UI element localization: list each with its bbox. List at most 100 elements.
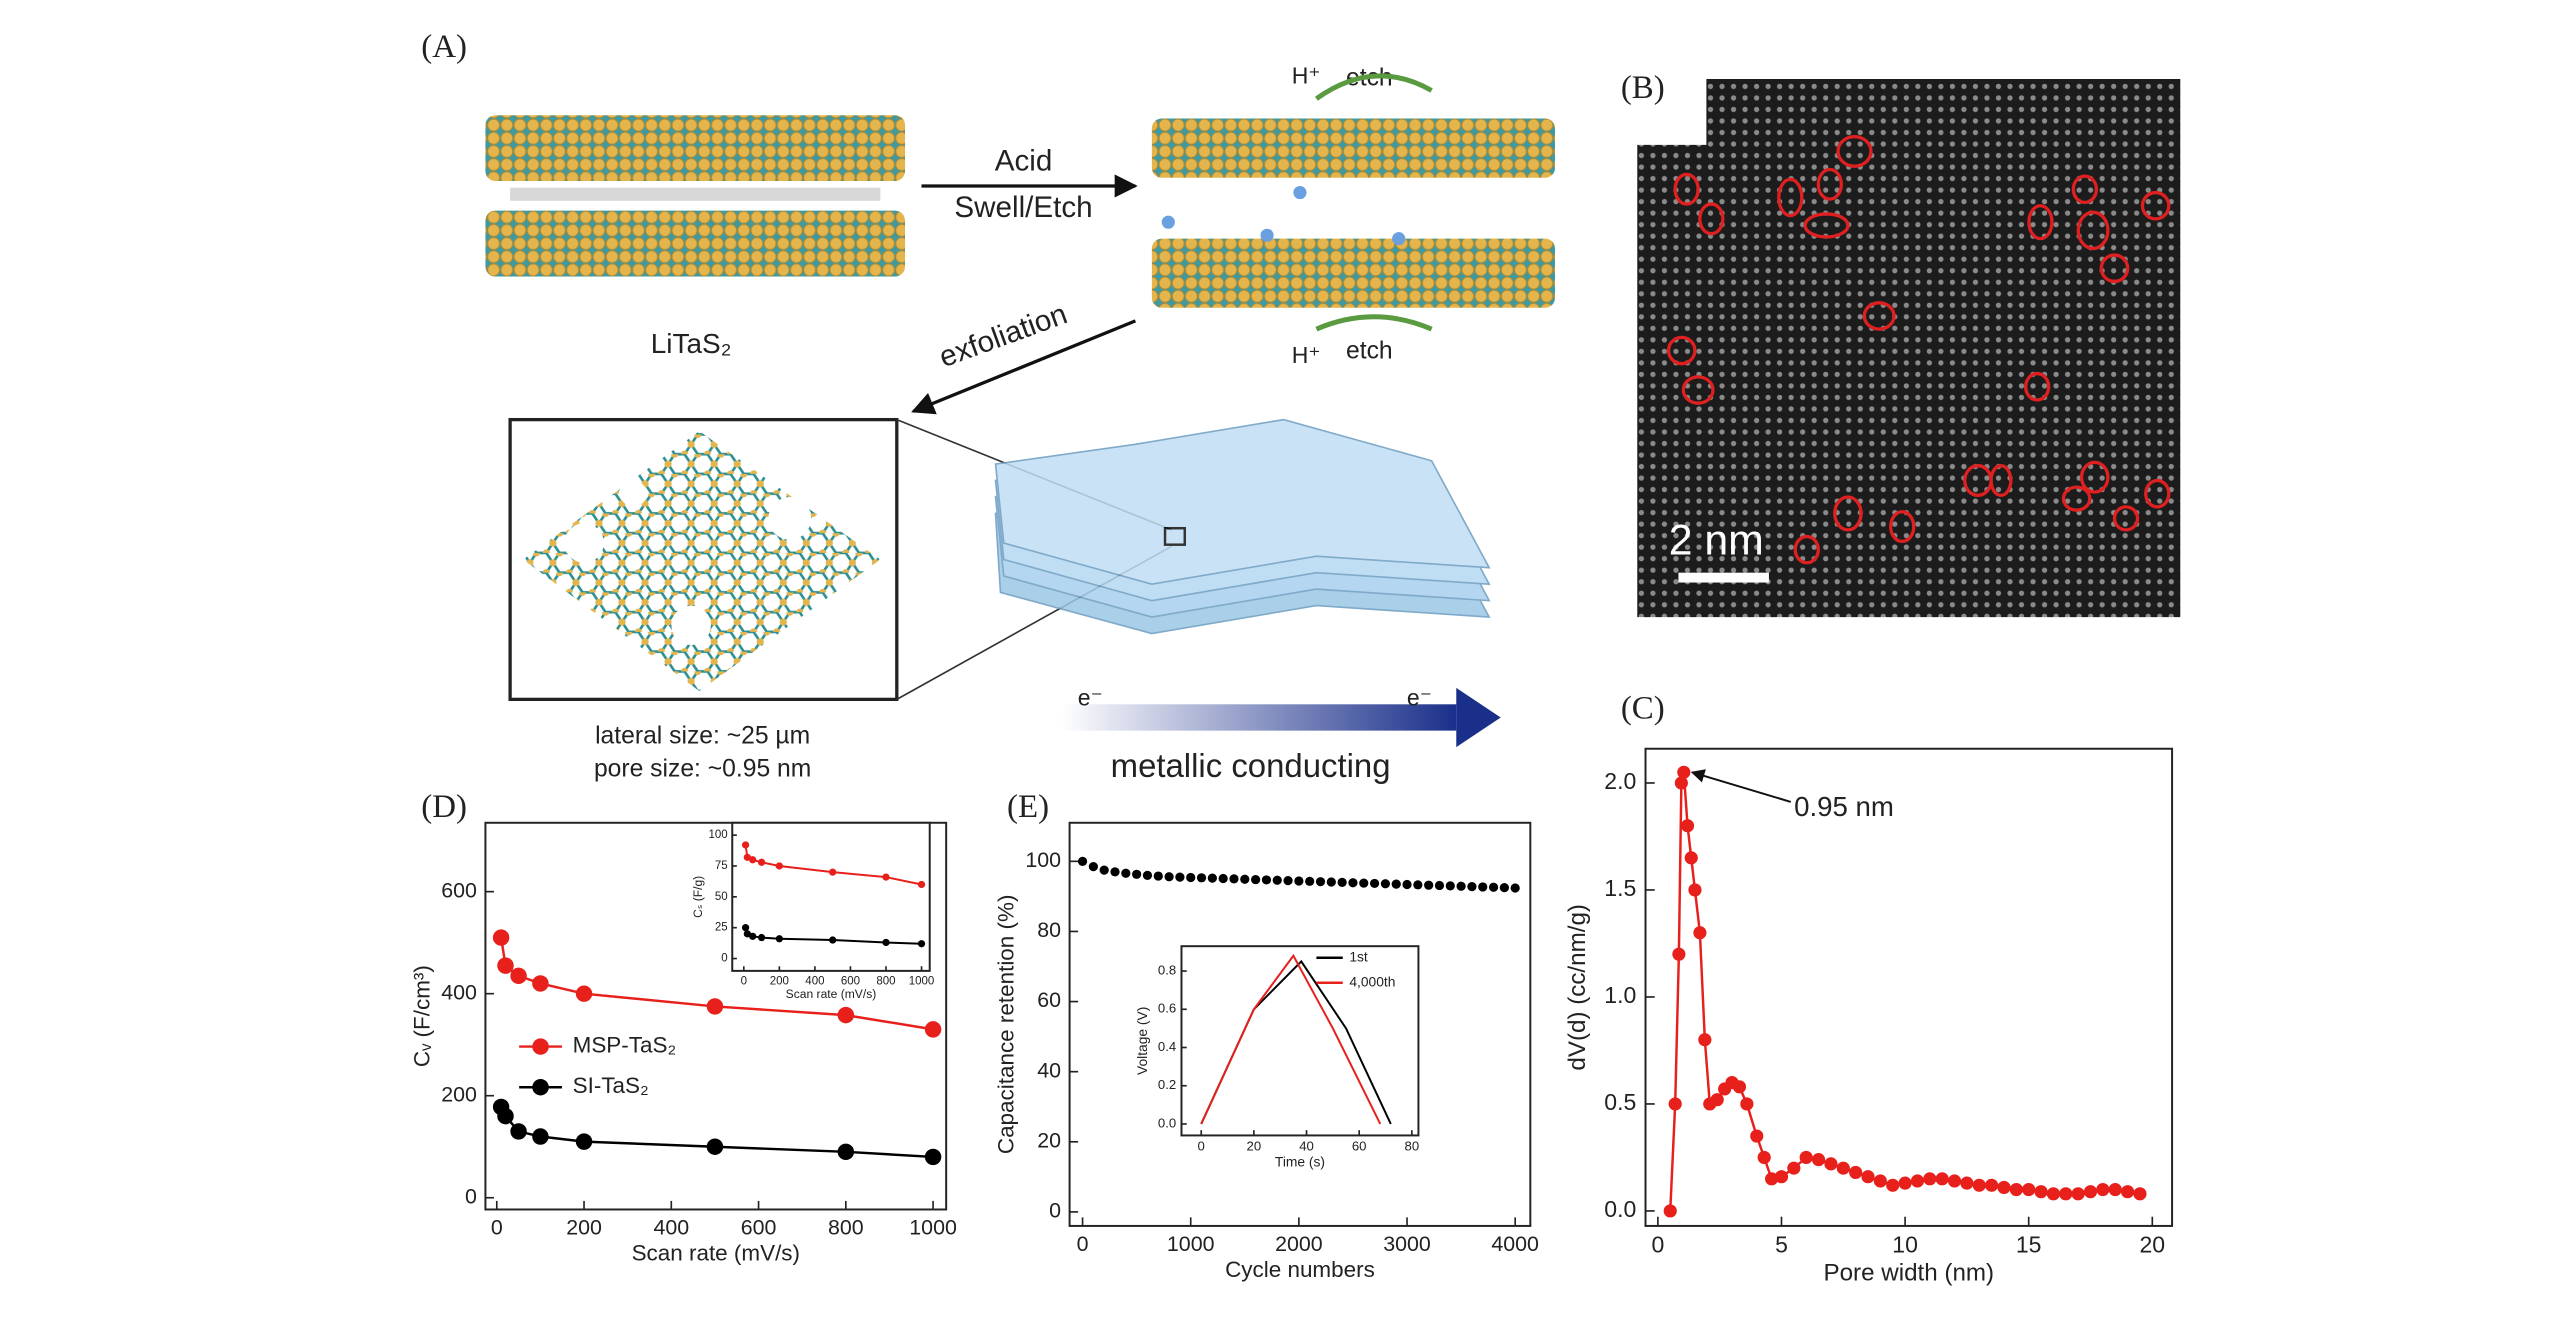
data-point: [1175, 872, 1185, 882]
data-point: [492, 929, 510, 946]
x-tick-label: 40: [1299, 1139, 1314, 1154]
data-point: [2022, 1182, 2036, 1197]
data-point: [1997, 1180, 2011, 1194]
x-tick-label: 800: [828, 1215, 864, 1239]
data-point: [924, 1148, 942, 1166]
x-tick-label: 80: [1405, 1139, 1420, 1154]
data-point: [2059, 1187, 2073, 1201]
data-point: [1774, 1170, 1789, 1184]
data-point: [741, 841, 750, 849]
data-point: [749, 856, 757, 864]
data-point: [1099, 865, 1109, 875]
data-point: [829, 868, 837, 876]
data-point: [1972, 1178, 1986, 1192]
data-point: [1369, 878, 1380, 889]
data-point: [1207, 873, 1217, 883]
y-tick-label: 0.8: [1158, 963, 1176, 978]
data-point: [917, 940, 926, 948]
data-point: [2096, 1182, 2110, 1197]
data-point: [837, 1143, 855, 1161]
y-tick-label: 40: [1037, 1058, 1061, 1082]
x-tick-label: 10: [1892, 1232, 1918, 1258]
data-point: [1935, 1172, 1949, 1186]
y-tick-label: 0.5: [1604, 1089, 1636, 1115]
data-point: [510, 967, 527, 985]
data-point: [837, 1006, 855, 1024]
x-tick-label: 0: [1651, 1232, 1664, 1258]
data-point: [1710, 1093, 1724, 1107]
layered-crystal: [485, 115, 1556, 308]
data-point: [1326, 877, 1336, 887]
data-point: [1402, 879, 1412, 890]
y-tick-label: 0.0: [1604, 1196, 1636, 1222]
y-tick-label: 2.0: [1604, 768, 1636, 794]
label: H⁺: [1292, 62, 1321, 88]
x-axis-label: Scan rate (mV/s): [632, 1240, 800, 1265]
data-point: [749, 932, 757, 940]
y-tick-label: 600: [441, 878, 477, 902]
data-point: [1985, 1178, 1999, 1192]
legend-label: 1st: [1349, 948, 1368, 964]
data-point: [1380, 879, 1391, 889]
data-point: [775, 862, 783, 870]
y-tick-label: 100: [1025, 848, 1061, 872]
legend-label: 4,000th: [1349, 973, 1395, 989]
label: exfoliation: [935, 297, 1072, 374]
y-tick-label: 75: [715, 860, 728, 872]
data-point: [1873, 1174, 1887, 1188]
y-tick-label: 0.0: [1158, 1115, 1176, 1130]
data-point: [1886, 1178, 1900, 1192]
data-point: [1836, 1161, 1850, 1175]
label: pore size: ~0.95 nm: [594, 756, 811, 783]
y-axis-label: Cₛ (F/g): [691, 876, 705, 918]
data-point: [1196, 873, 1207, 883]
label: e⁻: [1078, 684, 1103, 710]
x-tick-label: 1000: [909, 1215, 957, 1239]
y-tick-label: 25: [715, 922, 728, 934]
y-tick-label: 100: [708, 829, 727, 841]
data-point: [1740, 1097, 1754, 1111]
data-point: [510, 1123, 527, 1140]
data-point: [1077, 856, 1088, 866]
data-point: [2120, 1185, 2135, 1199]
data-point: [1153, 871, 1163, 881]
data-point: [1750, 1129, 1764, 1143]
data-point: [917, 880, 926, 889]
data-point: [2009, 1182, 2023, 1197]
x-axis-label: Pore width (nm): [1823, 1260, 1994, 1287]
y-tick-label: 0: [465, 1184, 477, 1208]
data-point: [1240, 874, 1250, 884]
data-point: [1478, 882, 1488, 892]
data-point: [1861, 1170, 1875, 1184]
data-point: [1315, 877, 1326, 887]
data-point: [575, 985, 593, 1002]
y-tick-label: 0.2: [1158, 1077, 1176, 1092]
x-tick-label: 4000: [1491, 1232, 1539, 1256]
data-point: [706, 1138, 724, 1155]
data-point: [1391, 879, 1401, 889]
label: Acid: [995, 145, 1053, 178]
y-tick-label: 1.5: [1604, 875, 1636, 901]
data-point: [1445, 881, 1455, 891]
stem-image: [1637, 79, 2181, 618]
x-tick-label: 3000: [1383, 1232, 1431, 1256]
y-tick-label: 20: [1037, 1128, 1061, 1152]
conduction-arrow: [1061, 704, 1457, 731]
data-point: [1088, 861, 1098, 872]
data-point: [882, 873, 890, 881]
x-tick-label: 200: [770, 975, 789, 987]
data-point: [1110, 867, 1120, 877]
data-point: [2071, 1187, 2085, 1201]
etch-arrow: [1314, 73, 1433, 101]
y-axis-label: Cᵥ (F/cm³): [409, 965, 434, 1067]
data-point: [1294, 876, 1304, 886]
data-point: [1668, 1097, 1682, 1111]
data-point: [1824, 1157, 1838, 1171]
data-point: [1132, 869, 1142, 879]
legend-label: SI-TaS₂: [573, 1073, 649, 1098]
data-point: [1186, 872, 1196, 883]
data-point: [2108, 1182, 2122, 1197]
label: H⁺: [1292, 342, 1321, 368]
x-axis-label: Scan rate (mV/s): [786, 987, 877, 1001]
